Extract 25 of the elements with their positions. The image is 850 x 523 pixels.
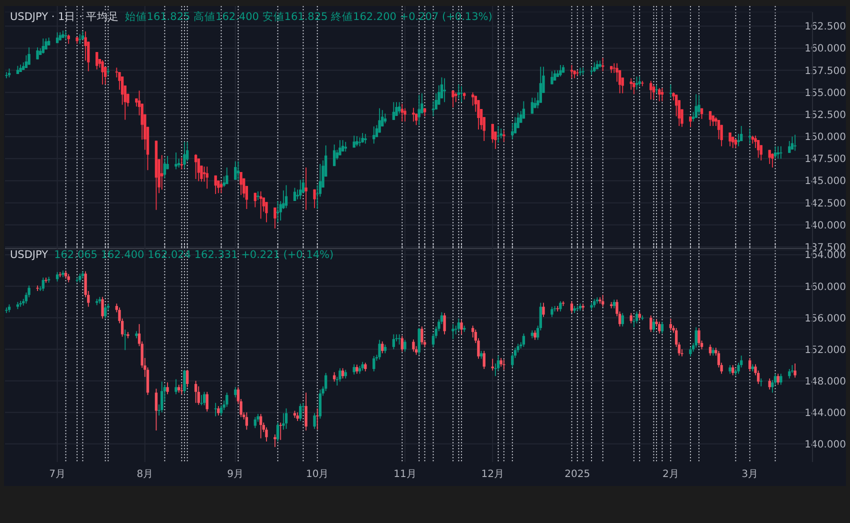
y-tick-label: 152.500: [804, 110, 846, 121]
x-tick-label: 2025: [564, 469, 590, 480]
x-tick-label: 8月: [136, 469, 154, 480]
y-tick-label: 147.500: [804, 154, 846, 166]
y-tick-label: 152.000: [804, 344, 846, 356]
y-tick-label: 140.000: [804, 220, 846, 232]
y-tick-label: 156.000: [804, 313, 846, 324]
x-tick-label: 2月: [662, 469, 679, 480]
x-tick-label: 10月: [306, 469, 329, 480]
x-tick-label: 11月: [394, 469, 416, 480]
x-tick-label: 7月: [49, 469, 66, 480]
chart-title: USDJPY · 1日 · 平均足: [10, 11, 119, 23]
x-tick-label: 3月: [742, 469, 758, 480]
y-tick-label: 148.000: [804, 376, 846, 388]
chart-subtitle: 162.065 162.400 162.024 162.331 +0.221 (+0.14%): [54, 249, 334, 261]
x-tick-label: 9月: [227, 469, 244, 480]
y-tick-label: 150.000: [804, 132, 846, 144]
y-tick-label: 145.000: [804, 176, 846, 188]
y-tick-label: 140.000: [804, 439, 846, 450]
y-tick-label: 142.500: [804, 198, 846, 210]
y-tick-label: 155.000: [804, 88, 846, 99]
y-tick-label: 144.000: [804, 408, 846, 419]
chart-subtitle: 始値161.825 高値162.400 安値161.825 終値162.200 +0.207 (+0.13%): [124, 10, 492, 23]
x-tick-label: 12月: [481, 469, 504, 480]
chart-title: USDJPY: [10, 249, 49, 261]
